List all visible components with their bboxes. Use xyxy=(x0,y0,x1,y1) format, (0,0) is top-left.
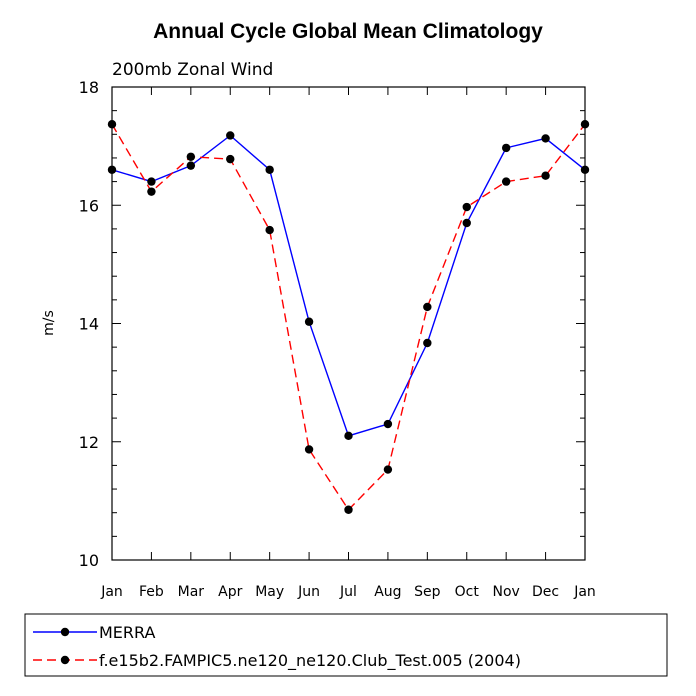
x-tick-label: Dec xyxy=(532,584,559,600)
chart-title: Annual Cycle Global Mean Climatology xyxy=(153,20,543,43)
data-point-series-2 xyxy=(423,302,432,312)
data-point-series-1 xyxy=(226,131,235,140)
legend-marker-2 xyxy=(60,655,70,665)
data-point-series-1 xyxy=(344,431,353,441)
x-tick-label: Feb xyxy=(139,584,164,600)
x-tick-label: Sep xyxy=(414,584,441,600)
legend-label-1: MERRA xyxy=(99,623,156,642)
x-tick-label: Jan xyxy=(573,584,596,600)
chart-subtitle: 200mb Zonal Wind xyxy=(112,60,273,80)
data-point-series-2 xyxy=(501,177,511,186)
y-tick-label: 18 xyxy=(79,78,99,97)
data-point-series-1 xyxy=(580,165,590,174)
y-tick-label: 14 xyxy=(79,315,99,334)
data-point-series-2 xyxy=(541,171,550,180)
data-point-series-1 xyxy=(186,161,196,170)
data-point-series-2 xyxy=(107,120,117,129)
plot-frame xyxy=(111,86,586,561)
x-tick-label: Jan xyxy=(100,584,123,600)
x-tick-label: Jun xyxy=(297,584,320,600)
data-point-series-2 xyxy=(462,202,471,212)
data-point-series-1 xyxy=(304,317,314,326)
data-point-series-1 xyxy=(423,338,432,348)
data-point-series-1 xyxy=(265,165,274,174)
x-tick-label: Jul xyxy=(339,584,357,600)
y-tick-label: 12 xyxy=(79,433,99,452)
series-line-2 xyxy=(111,123,586,511)
data-point-series-2 xyxy=(344,505,353,514)
data-point-series-2 xyxy=(265,225,274,235)
legend-marker-1 xyxy=(60,627,70,637)
data-point-series-2 xyxy=(226,154,235,164)
legend: MERRA f.e15b2.FAMPIC5.ne120_ne120.Club_Te… xyxy=(24,613,668,677)
data-point-series-1 xyxy=(541,134,550,143)
x-tick-label: May xyxy=(255,584,284,600)
y-tick-label: 10 xyxy=(79,551,99,570)
data-point-series-1 xyxy=(383,419,393,429)
x-tick-label: Apr xyxy=(218,584,242,600)
x-tick-label: Oct xyxy=(455,584,480,600)
data-point-series-2 xyxy=(383,465,393,474)
data-point-series-1 xyxy=(107,165,117,174)
x-tick-label: Mar xyxy=(178,584,205,600)
data-point-series-1 xyxy=(462,218,471,228)
data-point-series-1 xyxy=(501,143,511,153)
x-tick-label: Nov xyxy=(493,584,520,600)
data-point-series-2 xyxy=(186,152,196,161)
legend-label-2: f.e15b2.FAMPIC5.ne120_ne120.Club_Test.00… xyxy=(99,651,521,671)
y-axis-label: m/s xyxy=(41,310,57,336)
legend-box xyxy=(24,613,668,677)
axes-group: 10 12 14 16 18 Jan Feb Mar Apr May Jun Jul Aug Sep Oct… xyxy=(79,78,596,600)
data-point-series-2 xyxy=(304,445,314,454)
data-point-series-1 xyxy=(147,177,156,186)
y-tick-label: 16 xyxy=(79,196,99,215)
series-group xyxy=(107,120,590,514)
x-tick-label: Aug xyxy=(374,584,401,600)
data-point-series-2 xyxy=(580,120,590,129)
data-point-series-2 xyxy=(147,187,156,196)
